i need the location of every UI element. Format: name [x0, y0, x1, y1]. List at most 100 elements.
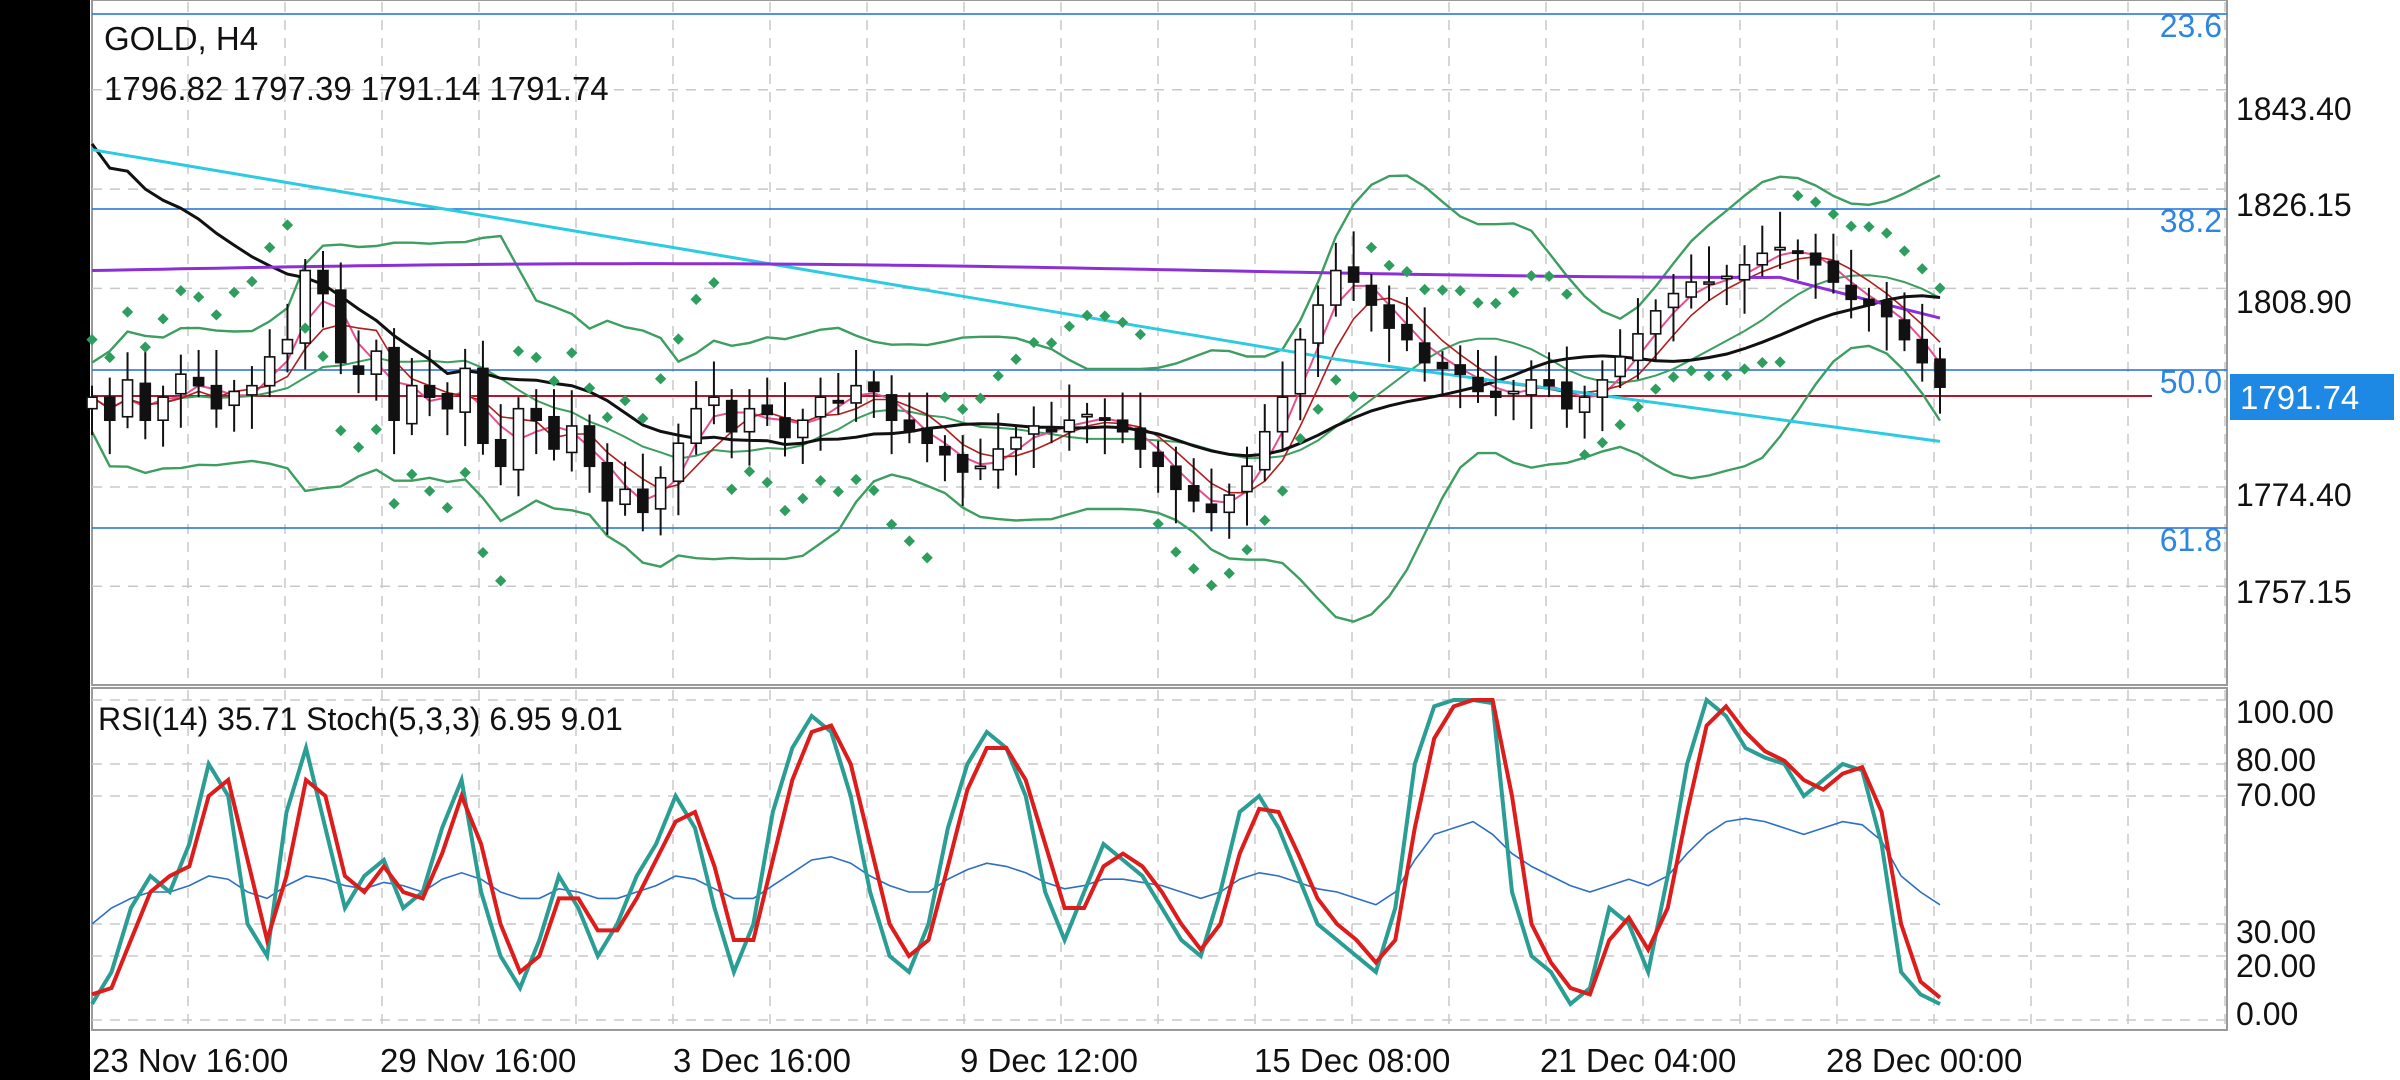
sar-dot: [1454, 285, 1466, 297]
sar-dot: [1845, 220, 1857, 232]
oscillator-tick: 80.00: [2236, 742, 2316, 778]
sar-dot: [512, 345, 525, 357]
sar-dot: [814, 474, 827, 487]
candle-body: [1401, 323, 1413, 341]
candle-body: [228, 390, 240, 407]
sar-dot: [1419, 283, 1431, 296]
candle-body: [814, 396, 827, 418]
sar-dot: [1650, 383, 1662, 395]
grid-lines: [92, 2, 2227, 1028]
sar-dot: [1116, 316, 1129, 329]
candle-body: [654, 476, 667, 510]
sar-dot: [672, 333, 685, 345]
time-label: 29 Nov 16:00: [380, 1042, 576, 1079]
sar-dot: [1028, 336, 1040, 349]
sar-dot: [388, 498, 400, 510]
candle-body: [1880, 300, 1893, 318]
sar-dot: [530, 351, 542, 364]
indicator-panel[interactable]: [91, 687, 2228, 1031]
candle-body: [139, 382, 152, 422]
fib-label-61-8: 61.8: [2160, 522, 2222, 558]
price-tick: 1774.40: [2236, 477, 2352, 513]
price-tick: 1843.40: [2236, 91, 2352, 127]
sar-dot: [1738, 363, 1751, 375]
oscillator-tick: 100.00: [2236, 694, 2334, 730]
candle-body: [974, 465, 987, 470]
candle-body: [175, 373, 187, 395]
oscillator-tick: 0.00: [2236, 996, 2298, 1032]
candle-body: [1454, 364, 1467, 375]
candle-body: [1436, 361, 1449, 370]
sar-dot: [1436, 284, 1449, 296]
sar-dot: [1934, 282, 1946, 294]
sar-dot: [264, 241, 276, 254]
candle-body: [1720, 275, 1733, 280]
candle-body: [956, 453, 969, 473]
sar-dot: [1134, 328, 1147, 341]
sar-dot: [477, 546, 489, 559]
candle-body: [246, 384, 258, 396]
candle-body: [1187, 485, 1200, 502]
sar-dot: [1170, 546, 1182, 558]
candle-body: [1525, 379, 1538, 396]
candle-body: [1507, 390, 1520, 395]
candle-body: [1418, 342, 1431, 364]
candle-body: [1205, 503, 1218, 514]
candle-body: [192, 376, 205, 387]
main-chart-panel[interactable]: [91, 0, 2228, 686]
candle-body: [1045, 428, 1058, 433]
sar-dot: [1081, 309, 1093, 322]
sar-dot: [1881, 227, 1893, 239]
sar-dot: [459, 466, 471, 479]
sar-dot: [1632, 401, 1644, 413]
candle-body: [1294, 338, 1307, 395]
candle-body: [796, 419, 809, 439]
candle-body: [281, 338, 294, 355]
sar-dot: [1863, 221, 1875, 233]
stoch-main-line: [90, 696, 1941, 1008]
sar-dot: [1561, 288, 1573, 300]
sar-dot: [1010, 353, 1022, 365]
symbol-timeframe: GOLD, H4: [104, 20, 258, 57]
sar-dot: [1703, 370, 1715, 382]
candlesticks: [86, 211, 1946, 539]
candle-body: [565, 425, 578, 454]
candle-body: [1312, 304, 1324, 344]
ma-purple: [91, 262, 1941, 320]
candle-body: [477, 367, 489, 445]
sar-dot: [1490, 297, 1502, 310]
candle-body: [583, 425, 596, 468]
sar-dot: [1685, 365, 1697, 377]
candle-body: [992, 448, 1005, 471]
sar-dot: [1294, 432, 1306, 445]
candle-body: [210, 384, 223, 410]
price-tick: 1757.15: [2236, 574, 2352, 610]
sar-dot: [939, 391, 951, 403]
sar-dot: [957, 403, 969, 415]
fib-label-50-0: 50.0: [2160, 364, 2222, 400]
sar-dot: [423, 485, 436, 497]
candle-body: [548, 415, 560, 450]
current-price-label: 1791.74: [2240, 379, 2359, 416]
candle-body: [1561, 381, 1573, 410]
candle-body: [832, 399, 845, 404]
time-label: 21 Dec 04:00: [1540, 1042, 1736, 1079]
candle-body: [1383, 304, 1395, 329]
candle-body: [921, 427, 933, 445]
sar-dot: [548, 375, 560, 387]
sar-dot: [654, 373, 667, 385]
candle-body: [1063, 419, 1076, 433]
candle-body: [1010, 436, 1022, 450]
sar-dot: [1045, 337, 1058, 349]
ma-black: [90, 143, 1941, 458]
candle-body: [334, 289, 347, 364]
sar-dot: [352, 441, 365, 453]
sar-dot: [1330, 374, 1342, 386]
sar-dot: [370, 423, 382, 436]
candle-body: [1223, 494, 1236, 514]
candle-body: [1809, 252, 1822, 266]
sar-dot: [1578, 449, 1591, 461]
candle-body: [494, 438, 507, 468]
sar-dot: [1667, 371, 1680, 383]
